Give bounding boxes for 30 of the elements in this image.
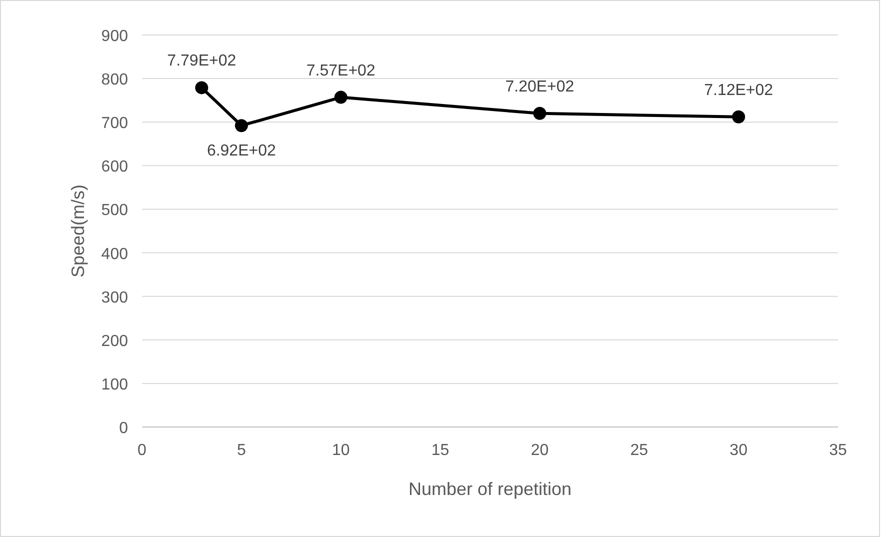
y-tick-label: 500 — [101, 202, 128, 220]
y-axis-title: Speed(m/s) — [68, 184, 88, 278]
y-tick-label: 400 — [101, 246, 128, 263]
x-tick-label: 25 — [630, 442, 648, 459]
y-tick-label: 0 — [119, 420, 128, 437]
y-tick-label: 300 — [101, 289, 128, 306]
x-tick-label: 30 — [730, 442, 748, 459]
y-tick-label: 600 — [101, 158, 128, 176]
x-tick-label: 0 — [138, 442, 147, 459]
x-tick-label: 20 — [530, 442, 549, 459]
y-tick-label: 900 — [101, 28, 128, 45]
x-tick-label: 15 — [431, 442, 450, 459]
x-tick-label: 10 — [332, 442, 350, 459]
data-label: 7.20E+02 — [505, 78, 574, 96]
data-label: 7.12E+02 — [704, 82, 774, 99]
data-label: 7.57E+02 — [306, 62, 376, 80]
y-tick-label: 200 — [101, 332, 128, 350]
x-tick-label: 5 — [236, 442, 246, 459]
y-tick-label: 100 — [101, 376, 128, 394]
data-label: 6.92E+02 — [206, 142, 276, 160]
x-axis-title: Number of repetition — [408, 479, 572, 499]
point — [533, 106, 546, 120]
y-tick-label: 700 — [101, 115, 128, 132]
point — [732, 110, 746, 124]
point — [334, 90, 348, 104]
y-tick-label: 800 — [101, 72, 128, 89]
point — [195, 81, 208, 94]
x-tick-label: 35 — [829, 442, 847, 459]
data-label: 7.79E+02 — [167, 52, 236, 70]
point — [234, 119, 248, 132]
